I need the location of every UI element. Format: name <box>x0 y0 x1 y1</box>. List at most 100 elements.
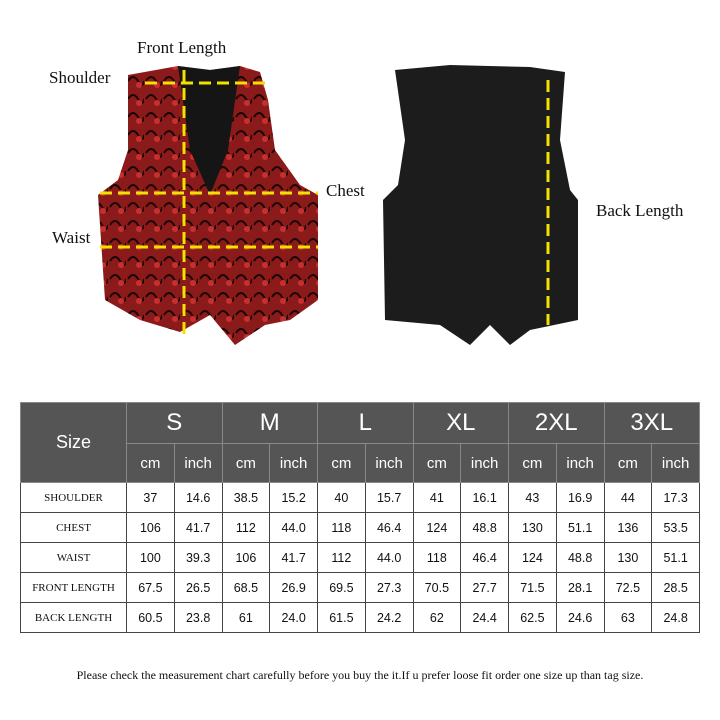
table-cell: 24.6 <box>555 602 605 633</box>
unit-header: cm <box>126 443 175 483</box>
table-cell: 62.5 <box>508 602 557 633</box>
table-cell: 51.1 <box>555 512 605 543</box>
size-note: Please check the measurement chart caref… <box>76 668 644 682</box>
table-cell: 37 <box>126 482 175 513</box>
size-l: L <box>317 402 414 444</box>
unit-header: inch <box>269 443 318 483</box>
table-cell: 24.8 <box>651 602 700 633</box>
table-cell: 40 <box>317 482 366 513</box>
unit-header: inch <box>364 443 414 483</box>
table-cell: 112 <box>317 542 366 573</box>
table-cell: 26.9 <box>269 572 318 603</box>
table-cell: 26.5 <box>173 572 223 603</box>
table-cell: 27.7 <box>460 572 509 603</box>
size-header: Size <box>20 402 127 483</box>
unit-header: inch <box>651 443 700 483</box>
table-row: WAIST 100 39.3 106 41.7 112 44.0 118 46.4 124 48.8… <box>20 542 700 573</box>
row-label: BACK LENGTH <box>20 602 127 633</box>
table-cell: 106 <box>126 512 175 543</box>
table-cell: 46.4 <box>364 512 414 543</box>
table-cell: 24.4 <box>460 602 509 633</box>
table-cell: 23.8 <box>173 602 223 633</box>
table-cell: 48.8 <box>555 542 605 573</box>
size-m: M <box>221 402 318 444</box>
table-cell: 41.7 <box>269 542 318 573</box>
table-cell: 41 <box>412 482 462 513</box>
table-cell: 44.0 <box>364 542 414 573</box>
table-cell: 28.1 <box>555 572 605 603</box>
table-row: SHOULDER 37 14.6 38.5 15.2 40 15.7 41 16.1 43 16.9… <box>20 482 700 513</box>
table-cell: 106 <box>221 542 271 573</box>
chest-label: Chest <box>326 181 365 200</box>
table-cell: 15.7 <box>364 482 414 513</box>
table-cell: 51.1 <box>651 542 700 573</box>
table-cell: 62 <box>412 602 462 633</box>
table-cell: 69.5 <box>317 572 366 603</box>
table-cell: 48.8 <box>460 512 509 543</box>
measure-lines <box>100 70 550 335</box>
table-cell: 61 <box>221 602 271 633</box>
table-cell: 53.5 <box>651 512 700 543</box>
table-cell: 14.6 <box>173 482 223 513</box>
table-cell: 136 <box>603 512 653 543</box>
table-cell: 68.5 <box>221 572 271 603</box>
table-row: BACK LENGTH 60.5 23.8 61 24.0 61.5 24.2 62 24.4 6… <box>20 602 700 633</box>
front-length-label: Front Length <box>137 38 227 57</box>
table-cell: 16.1 <box>460 482 509 513</box>
back-length-label: Back Length <box>596 201 684 220</box>
table-cell: 16.9 <box>555 482 605 513</box>
table-cell: 124 <box>508 542 557 573</box>
table-cell: 39.3 <box>173 542 223 573</box>
unit-header: cm <box>412 443 462 483</box>
size-xl: XL <box>412 402 509 444</box>
row-label: SHOULDER <box>20 482 127 513</box>
row-label: WAIST <box>20 542 127 573</box>
front-vest-neck <box>178 66 240 195</box>
unit-header: inch <box>173 443 223 483</box>
table-cell: 28.5 <box>651 572 700 603</box>
table-cell: 43 <box>508 482 557 513</box>
table-row: CHEST 106 41.7 112 44.0 118 46.4 124 48.8 130 51.1… <box>20 512 700 543</box>
size-table: Size S M L XL 2XL 3XL cm inch cm inch cm inch… <box>20 402 700 633</box>
table-row: FRONT LENGTH 67.5 26.5 68.5 26.9 69.5 27.3 70.5… <box>20 572 700 603</box>
table-cell: 61.5 <box>317 602 366 633</box>
shoulder-label: Shoulder <box>49 68 111 87</box>
table-cell: 24.0 <box>269 602 318 633</box>
table-cell: 38.5 <box>221 482 271 513</box>
table-cell: 70.5 <box>412 572 462 603</box>
back-vest <box>383 65 578 345</box>
table-cell: 17.3 <box>651 482 700 513</box>
row-label: CHEST <box>20 512 127 543</box>
unit-header: inch <box>460 443 509 483</box>
vest-illustration <box>98 65 578 345</box>
unit-header: inch <box>555 443 605 483</box>
table-cell: 130 <box>603 542 653 573</box>
size-2xl: 2XL <box>508 402 605 444</box>
table-cell: 63 <box>603 602 653 633</box>
table-cell: 124 <box>412 512 462 543</box>
size-s: S <box>126 402 223 444</box>
table-cell: 24.2 <box>364 602 414 633</box>
table-cell: 44.0 <box>269 512 318 543</box>
table-cell: 100 <box>126 542 175 573</box>
table-cell: 130 <box>508 512 557 543</box>
table-cell: 118 <box>412 542 462 573</box>
unit-header: cm <box>221 443 271 483</box>
table-cell: 72.5 <box>603 572 653 603</box>
table-cell: 67.5 <box>126 572 175 603</box>
table-cell: 27.3 <box>364 572 414 603</box>
front-vest <box>98 66 318 345</box>
table-cell: 44 <box>603 482 653 513</box>
table-cell: 118 <box>317 512 366 543</box>
table-cell: 60.5 <box>126 602 175 633</box>
table-cell: 15.2 <box>269 482 318 513</box>
table-cell: 46.4 <box>460 542 509 573</box>
size-3xl: 3XL <box>603 402 700 444</box>
unit-header: cm <box>603 443 653 483</box>
table-cell: 41.7 <box>173 512 223 543</box>
table-cell: 112 <box>221 512 271 543</box>
table-cell: 71.5 <box>508 572 557 603</box>
row-label: FRONT LENGTH <box>20 572 127 603</box>
unit-header: cm <box>317 443 366 483</box>
unit-header: cm <box>508 443 557 483</box>
